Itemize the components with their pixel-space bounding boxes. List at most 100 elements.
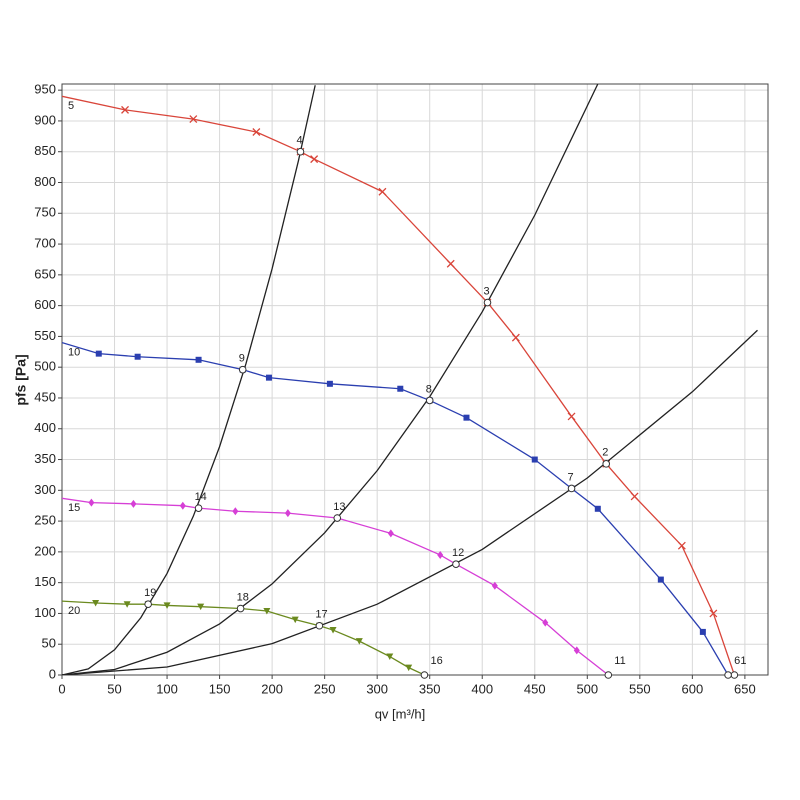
y-tick-label: 600 xyxy=(34,297,56,312)
point-label: 18 xyxy=(237,591,249,603)
y-tick-label: 250 xyxy=(34,513,56,528)
marker xyxy=(699,628,706,635)
point-label: 8 xyxy=(426,383,432,395)
point-label: 16 xyxy=(430,655,442,667)
y-tick-label: 750 xyxy=(34,205,56,220)
marker xyxy=(567,412,576,421)
marker xyxy=(630,492,639,501)
curve xyxy=(62,85,316,675)
point-label: 12 xyxy=(452,547,464,559)
operating-point xyxy=(315,621,324,630)
x-tick-label: 200 xyxy=(261,681,283,696)
marker xyxy=(232,507,239,516)
y-tick-label: 450 xyxy=(34,389,56,404)
x-tick-label: 50 xyxy=(107,681,121,696)
y-tick-label: 550 xyxy=(34,328,56,343)
marker xyxy=(573,646,580,655)
marker xyxy=(134,353,141,360)
marker xyxy=(92,599,100,607)
marker xyxy=(195,356,202,363)
y-tick-label: 650 xyxy=(34,266,56,281)
point-label: 15 xyxy=(68,502,80,514)
operating-point xyxy=(602,460,611,468)
point-label: 11 xyxy=(614,655,625,667)
point-label: 14 xyxy=(195,491,207,503)
x-tick-label: 600 xyxy=(682,681,704,696)
point-label: 7 xyxy=(568,471,574,483)
point-label: 4 xyxy=(296,135,302,147)
y-tick-label: 50 xyxy=(42,636,56,651)
point-label: 9 xyxy=(239,353,245,365)
marker xyxy=(95,350,102,357)
marker xyxy=(397,385,404,392)
operating-point xyxy=(144,600,152,609)
marker xyxy=(387,529,394,538)
y-tick-label: 800 xyxy=(34,174,56,189)
point-label: 10 xyxy=(68,346,80,358)
y-tick-label: 950 xyxy=(34,82,56,97)
x-axis-title: qv [m³/h] xyxy=(375,706,426,721)
point-label: 17 xyxy=(315,609,327,621)
operating-point xyxy=(604,671,613,679)
marker xyxy=(542,618,549,627)
x-tick-label: 100 xyxy=(156,681,178,696)
x-tick-label: 500 xyxy=(576,681,598,696)
curve xyxy=(62,95,735,675)
y-tick-label: 0 xyxy=(49,666,56,681)
y-tick-label: 100 xyxy=(34,605,56,620)
marker xyxy=(594,505,601,512)
x-tick-label: 300 xyxy=(366,681,388,696)
point-label: 6 xyxy=(734,655,740,667)
marker xyxy=(709,609,718,618)
marker xyxy=(329,627,337,634)
marker xyxy=(310,155,319,164)
marker xyxy=(657,576,664,583)
y-tick-label: 150 xyxy=(34,574,56,589)
y-tick-label: 700 xyxy=(34,236,56,251)
marker xyxy=(531,456,538,463)
marker xyxy=(197,603,205,611)
marker xyxy=(179,501,186,510)
marker xyxy=(88,498,95,507)
operating-point xyxy=(194,504,203,512)
curve xyxy=(62,600,425,675)
marker xyxy=(677,541,686,550)
operating-point xyxy=(238,365,247,374)
marker xyxy=(378,187,387,196)
operating-point xyxy=(724,671,732,679)
y-axis-title: pfs [Pa] xyxy=(13,354,29,405)
operating-point xyxy=(420,671,429,679)
marker xyxy=(252,128,261,136)
plot-frame xyxy=(61,83,769,676)
marker xyxy=(355,638,363,645)
x-tick-label: 650 xyxy=(734,681,756,696)
operating-point xyxy=(730,671,739,679)
point-label: 5 xyxy=(68,100,74,112)
point-label: 13 xyxy=(333,501,345,513)
curve xyxy=(62,84,599,675)
y-tick-label: 900 xyxy=(34,112,56,127)
x-tick-label: 550 xyxy=(629,681,651,696)
operating-point xyxy=(452,560,460,568)
curve xyxy=(62,341,729,675)
marker xyxy=(163,602,171,609)
marker xyxy=(263,607,271,615)
point-label: 3 xyxy=(483,285,489,297)
marker xyxy=(326,380,333,387)
y-tick-label: 350 xyxy=(34,451,56,466)
y-tick-label: 300 xyxy=(34,482,56,497)
point-label: 1 xyxy=(740,655,746,667)
marker xyxy=(491,581,498,590)
marker xyxy=(446,259,455,268)
marker xyxy=(123,601,131,608)
operating-point xyxy=(425,396,434,405)
marker xyxy=(511,333,520,342)
marker xyxy=(437,550,444,559)
x-tick-label: 450 xyxy=(524,681,546,696)
marker xyxy=(130,499,137,508)
marker xyxy=(386,653,394,661)
operating-point xyxy=(296,147,305,156)
x-tick-label: 0 xyxy=(58,681,65,696)
